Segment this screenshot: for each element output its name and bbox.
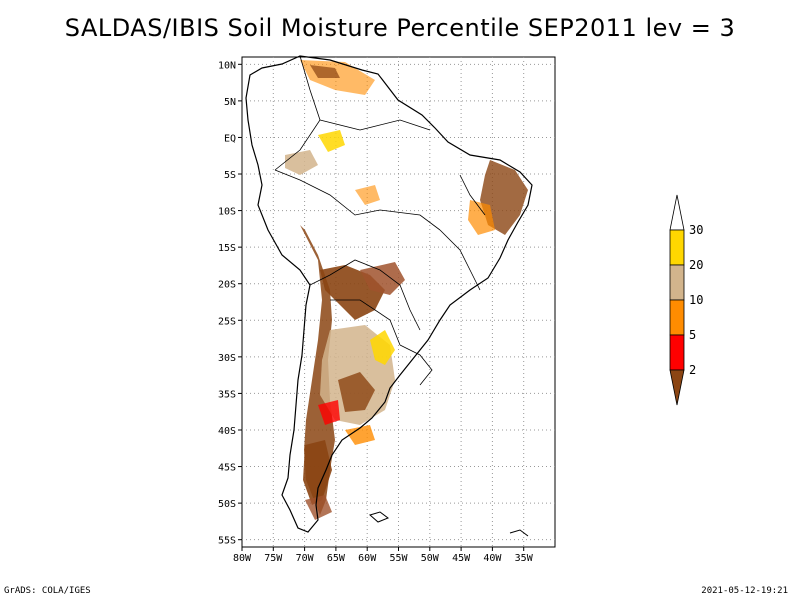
lat-tick-label: 25S xyxy=(218,316,236,327)
lat-tick-label: 20S xyxy=(218,280,236,291)
south-america-outline xyxy=(245,55,533,537)
lon-tick-label: 65W xyxy=(327,553,346,564)
legend-label: 20 xyxy=(689,258,703,272)
lon-tick-label: 35W xyxy=(515,553,534,564)
footer-credit: GrADS: COLA/IGES xyxy=(4,586,91,596)
legend-label: 2 xyxy=(689,363,696,377)
percentile-shading xyxy=(285,60,528,520)
lat-tick-label: 55S xyxy=(218,536,236,547)
lon-tick-label: 40W xyxy=(483,553,502,564)
legend-swatch-above-30 xyxy=(669,194,685,231)
legend-swatch-below-2 xyxy=(669,369,685,406)
lat-tick-label: 15S xyxy=(218,243,236,254)
lat-tick-label: 50S xyxy=(218,499,236,510)
legend-label: 30 xyxy=(689,223,703,237)
lat-tick-label: 10S xyxy=(218,207,236,218)
map-title: SALDAS/IBIS Soil Moisture Percentile SEP… xyxy=(64,14,736,42)
legend-swatch-5-to-10 xyxy=(669,299,685,336)
lon-tick-label: 70W xyxy=(296,553,315,564)
lon-tick-label: 55W xyxy=(389,553,408,564)
latitude-tick-labels: 10N 5N EQ 5S 10S 15S 20S 25S 30S 35S 40S 45S 50S 55S xyxy=(218,60,242,547)
color-legend: 2 5 10 20 30 xyxy=(669,194,703,406)
lon-tick-label: 60W xyxy=(358,553,377,564)
legend-swatch-2-to-5 xyxy=(669,334,685,371)
lon-tick-label: 80W xyxy=(233,553,252,564)
legend-label: 5 xyxy=(689,328,696,342)
longitude-tick-labels: 80W 75W 70W 65W 60W 55W 50W 45W 40W 35W xyxy=(233,547,534,564)
legend-swatch-20-to-30 xyxy=(669,229,685,266)
lat-tick-label: 10N xyxy=(218,60,236,71)
footer-timestamp: 2021-05-12-19:21 xyxy=(701,586,788,596)
grid-lines xyxy=(242,57,555,547)
lon-tick-label: 75W xyxy=(264,553,283,564)
lat-tick-label: 5N xyxy=(224,97,236,108)
legend-swatch-10-to-20 xyxy=(669,264,685,301)
lon-tick-label: 45W xyxy=(452,553,471,564)
lat-tick-label: 35S xyxy=(218,389,236,400)
lat-tick-label: 45S xyxy=(218,463,236,474)
lat-tick-label: 30S xyxy=(218,353,236,364)
lat-tick-label: 5S xyxy=(224,170,236,181)
legend-label: 10 xyxy=(689,293,703,307)
lat-tick-label: 40S xyxy=(218,426,236,437)
lon-tick-label: 50W xyxy=(421,553,440,564)
lat-tick-label: EQ xyxy=(224,133,236,144)
